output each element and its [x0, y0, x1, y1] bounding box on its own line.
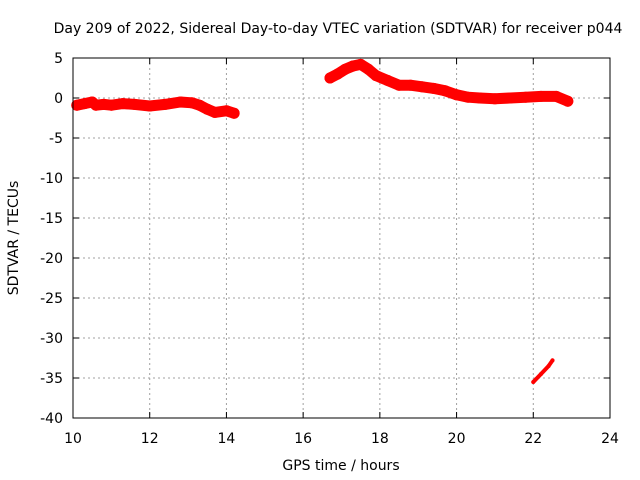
x-tick-label: 16 [294, 431, 312, 447]
data-point [520, 91, 532, 103]
y-axis-label: SDTVAR / TECUs [6, 181, 22, 296]
plot-frame [72, 57, 611, 419]
y-tick-label: -25 [40, 291, 63, 307]
series-layer [71, 58, 574, 384]
data-point [531, 380, 536, 384]
data-point [382, 74, 393, 86]
y-tick-label: -35 [40, 371, 63, 387]
y-tick-label: -40 [40, 411, 63, 427]
data-point [489, 93, 501, 105]
y-tick-label: -30 [40, 331, 63, 347]
x-tick-labels: 10 12 14 16 18 20 22 24 [64, 431, 619, 447]
x-tick-label: 14 [218, 431, 236, 447]
data-point [174, 96, 186, 108]
data-point [562, 95, 574, 107]
data-point [370, 70, 382, 82]
data-point [159, 98, 171, 110]
data-point [550, 90, 562, 102]
y-tick-label: -10 [40, 171, 63, 187]
y-tick-labels: 5 0 -5 -10 -15 -20 -25 -30 -35 -40 [40, 51, 63, 427]
x-tick-label: 22 [524, 431, 542, 447]
y-tick-label: -5 [49, 131, 63, 147]
data-point [405, 79, 416, 91]
data-point [393, 79, 405, 91]
y-tick-label: 5 [54, 51, 63, 67]
axis-ticks [72, 57, 611, 419]
data-point [535, 90, 547, 102]
y-tick-label: -15 [40, 211, 63, 227]
x-tick-label: 20 [448, 431, 466, 447]
grid [73, 58, 610, 418]
data-point [504, 92, 516, 104]
x-tick-label: 18 [371, 431, 389, 447]
data-point [209, 106, 221, 118]
data-point [462, 91, 474, 103]
x-tick-label: 12 [141, 431, 159, 447]
data-point [144, 100, 156, 112]
data-point [117, 98, 129, 110]
chart-title: Day 209 of 2022, Sidereal Day-to-day VTE… [54, 21, 623, 37]
data-point [228, 107, 240, 119]
data-point [539, 372, 543, 376]
x-tick-label: 24 [601, 431, 619, 447]
series-line-segment-3 [531, 358, 555, 384]
x-tick-label: 10 [64, 431, 82, 447]
data-point [105, 99, 117, 111]
data-point [362, 63, 374, 75]
data-point [474, 92, 486, 104]
data-point [428, 82, 440, 94]
y-tick-label: -20 [40, 251, 63, 267]
data-point [416, 81, 428, 93]
data-point [550, 358, 555, 363]
x-axis-label: GPS time / hours [282, 458, 399, 474]
data-point [546, 364, 551, 368]
data-point [128, 98, 140, 110]
data-point [451, 89, 463, 101]
y-tick-label: 0 [54, 91, 63, 107]
data-point [439, 85, 451, 97]
